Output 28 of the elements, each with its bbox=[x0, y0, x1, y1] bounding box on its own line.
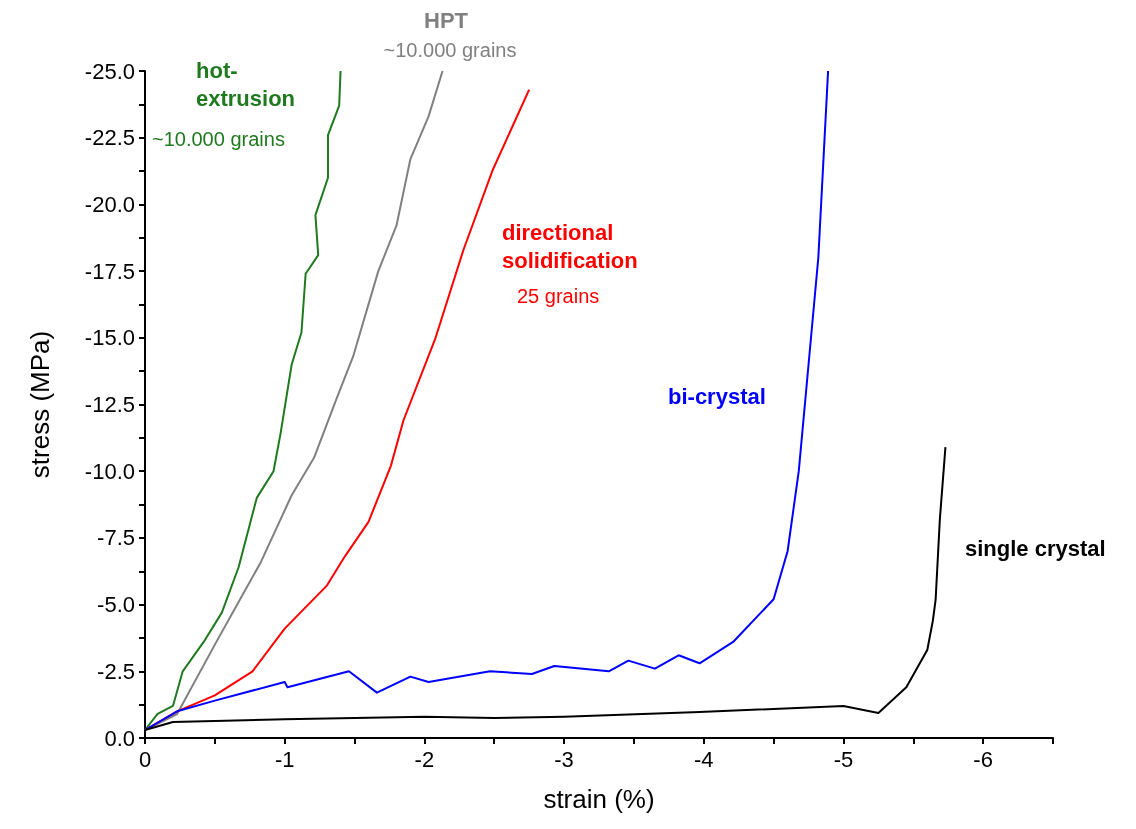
y-tick-label: -12.5 bbox=[84, 392, 135, 417]
y-tick-label: -20.0 bbox=[84, 191, 135, 217]
series-label: single crystal bbox=[965, 535, 1106, 561]
annotation: 25 grains bbox=[517, 285, 600, 307]
y-tick-label: -2.5 bbox=[97, 658, 135, 684]
text: ~10.000 grains bbox=[383, 39, 517, 61]
x-tick-label: -6 bbox=[973, 746, 993, 772]
y-axis-title: stress (MPa) bbox=[25, 330, 55, 479]
y-tick-label: -22.5 bbox=[84, 125, 135, 151]
x-tick-label: -1 bbox=[274, 746, 295, 772]
y-tick-label: -10.0 bbox=[84, 458, 135, 484]
x-tick-label: -5 bbox=[833, 746, 854, 772]
series-label: directional solidification bbox=[502, 219, 638, 273]
annotation: ~10.000 grains bbox=[152, 128, 285, 150]
series-label: HPT bbox=[424, 7, 469, 33]
series-label: bi-crystal bbox=[668, 383, 766, 409]
series-label: hot- extrusion bbox=[196, 57, 296, 111]
x-tick-label: -2 bbox=[414, 746, 435, 772]
y-tick-label: 0.0 bbox=[104, 725, 135, 751]
x-tick-label: -3 bbox=[554, 746, 574, 772]
y-tick-label: -17.5 bbox=[84, 258, 135, 284]
x-axis-title: strain (%) bbox=[543, 784, 655, 814]
x-tick-label: -4 bbox=[693, 746, 714, 772]
x-tick-label: 0 bbox=[138, 746, 152, 772]
y-tick-label: -15.0 bbox=[84, 325, 135, 351]
y-tick-label: -25.0 bbox=[84, 58, 135, 84]
y-tick-label: -7.5 bbox=[97, 525, 135, 551]
y-tick-label: -5.0 bbox=[97, 592, 135, 618]
